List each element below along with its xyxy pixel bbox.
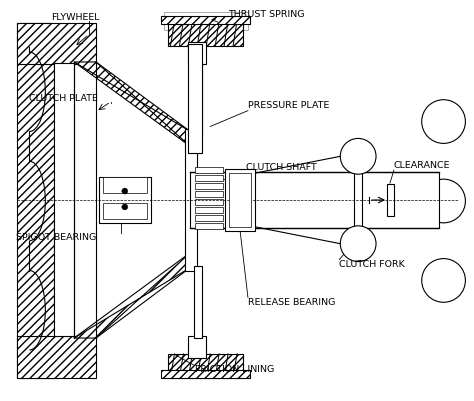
Bar: [195, 223, 223, 229]
Text: CLUTCH FORK: CLUTCH FORK: [339, 260, 405, 269]
Bar: [195, 199, 223, 205]
Bar: [17, 336, 96, 378]
Bar: [17, 23, 55, 378]
Bar: [17, 23, 96, 64]
Bar: [195, 215, 223, 221]
Text: CLUTCH SHAFT: CLUTCH SHAFT: [246, 163, 317, 172]
Text: RELEASE BEARING: RELEASE BEARING: [248, 298, 335, 307]
Circle shape: [122, 204, 128, 210]
Bar: [188, 336, 206, 358]
Bar: [191, 172, 438, 228]
Bar: [225, 169, 255, 231]
Bar: [161, 16, 250, 24]
Bar: [168, 354, 243, 378]
Text: CLUTCH PLATE: CLUTCH PLATE: [29, 94, 98, 103]
Bar: [195, 207, 223, 213]
Text: FLYWHEEL: FLYWHEEL: [51, 13, 100, 22]
Bar: [194, 265, 202, 338]
Bar: [164, 12, 248, 30]
Circle shape: [422, 100, 465, 144]
Bar: [195, 167, 223, 173]
Bar: [103, 203, 146, 219]
Bar: [161, 370, 250, 378]
Bar: [55, 63, 74, 336]
Text: SPIGOT BEARING: SPIGOT BEARING: [16, 233, 96, 242]
Text: CLEARANCE: CLEARANCE: [394, 161, 450, 170]
Circle shape: [122, 188, 128, 194]
Circle shape: [422, 179, 465, 223]
Bar: [168, 21, 243, 46]
Text: THRUST SPRING: THRUST SPRING: [228, 10, 305, 19]
Polygon shape: [74, 62, 191, 146]
Bar: [194, 62, 202, 136]
Bar: [185, 130, 197, 271]
Circle shape: [340, 138, 376, 174]
Bar: [387, 184, 394, 216]
Bar: [195, 191, 223, 197]
Bar: [195, 183, 223, 189]
Polygon shape: [74, 253, 191, 338]
Bar: [354, 171, 362, 229]
Bar: [195, 175, 223, 181]
Circle shape: [422, 259, 465, 302]
Bar: [99, 177, 151, 223]
Bar: [188, 42, 206, 64]
Bar: [188, 44, 202, 153]
Text: FRICTION LINING: FRICTION LINING: [195, 365, 274, 374]
Bar: [229, 173, 251, 227]
Text: PRESSURE PLATE: PRESSURE PLATE: [248, 101, 329, 110]
Bar: [103, 177, 146, 193]
Circle shape: [340, 226, 376, 261]
